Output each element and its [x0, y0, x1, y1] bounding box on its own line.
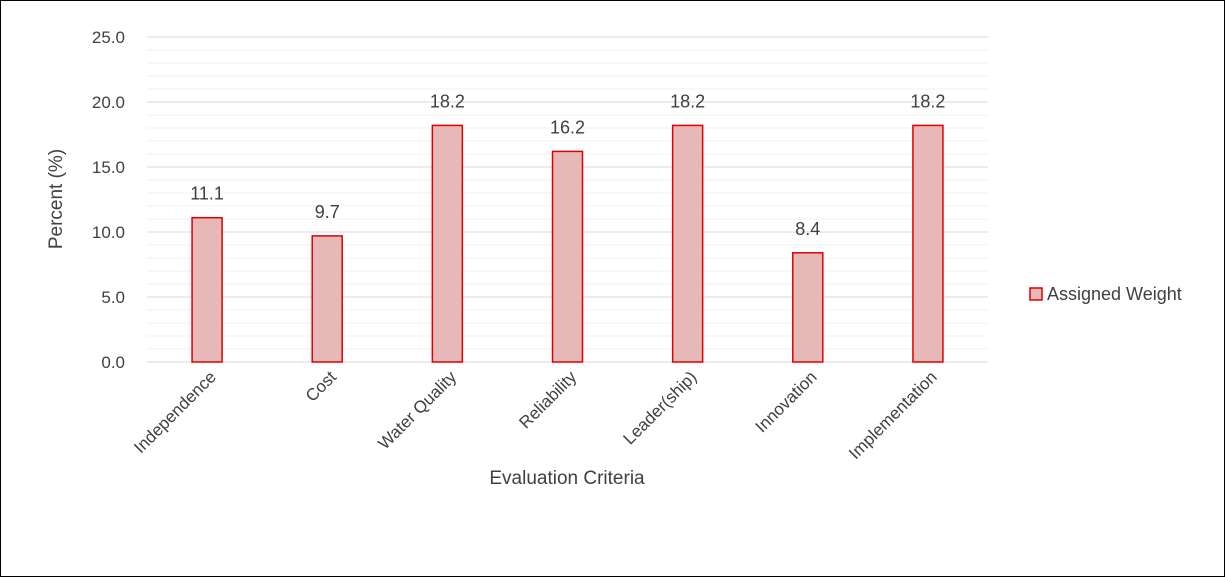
y-tick-label: 10.0	[92, 223, 125, 242]
x-tick-label: Reliability	[515, 367, 580, 432]
bar	[792, 252, 824, 363]
x-tick-label: Water Quality	[374, 367, 460, 453]
bar	[551, 150, 584, 363]
x-tick-label: Independence	[130, 367, 220, 457]
y-axis-title: Percent (%)	[46, 149, 67, 249]
legend-swatch	[1029, 287, 1043, 301]
x-tick-label: Innovation	[752, 367, 821, 436]
data-label: 8.4	[795, 219, 820, 239]
y-tick-label: 20.0	[92, 93, 125, 112]
data-label: 18.2	[670, 91, 705, 111]
x-tick-label: Implementation	[845, 367, 941, 463]
data-label: 11.1	[190, 184, 224, 204]
y-tick-label: 25.0	[92, 28, 125, 47]
x-tick-label: Cost	[302, 367, 340, 405]
bar	[311, 235, 343, 363]
bars	[191, 124, 944, 363]
bar	[431, 124, 464, 363]
data-labels: 11.1 9.7 18.2 16.2 18.2 8.4 18.2	[190, 91, 945, 238]
bar	[671, 124, 704, 363]
y-tick-label: 15.0	[92, 158, 125, 177]
data-label: 18.2	[910, 91, 945, 111]
bar	[191, 216, 223, 363]
y-axis-ticks: 0.0 5.0 10.0 15.0 20.0 25.0	[92, 28, 125, 372]
legend: Assigned Weight	[1029, 284, 1182, 304]
data-label: 16.2	[550, 117, 585, 137]
y-tick-label: 5.0	[101, 288, 125, 307]
bar	[912, 124, 944, 363]
data-label: 9.7	[315, 202, 340, 222]
x-axis-ticks: Independence Cost Water Quality Reliability…	[130, 367, 941, 463]
legend-label: Assigned Weight	[1047, 284, 1182, 304]
x-axis-title: Evaluation Criteria	[489, 468, 645, 489]
y-tick-label: 0.0	[101, 353, 125, 372]
x-tick-label: Leader(ship)	[620, 367, 701, 448]
data-label: 18.2	[430, 91, 465, 111]
